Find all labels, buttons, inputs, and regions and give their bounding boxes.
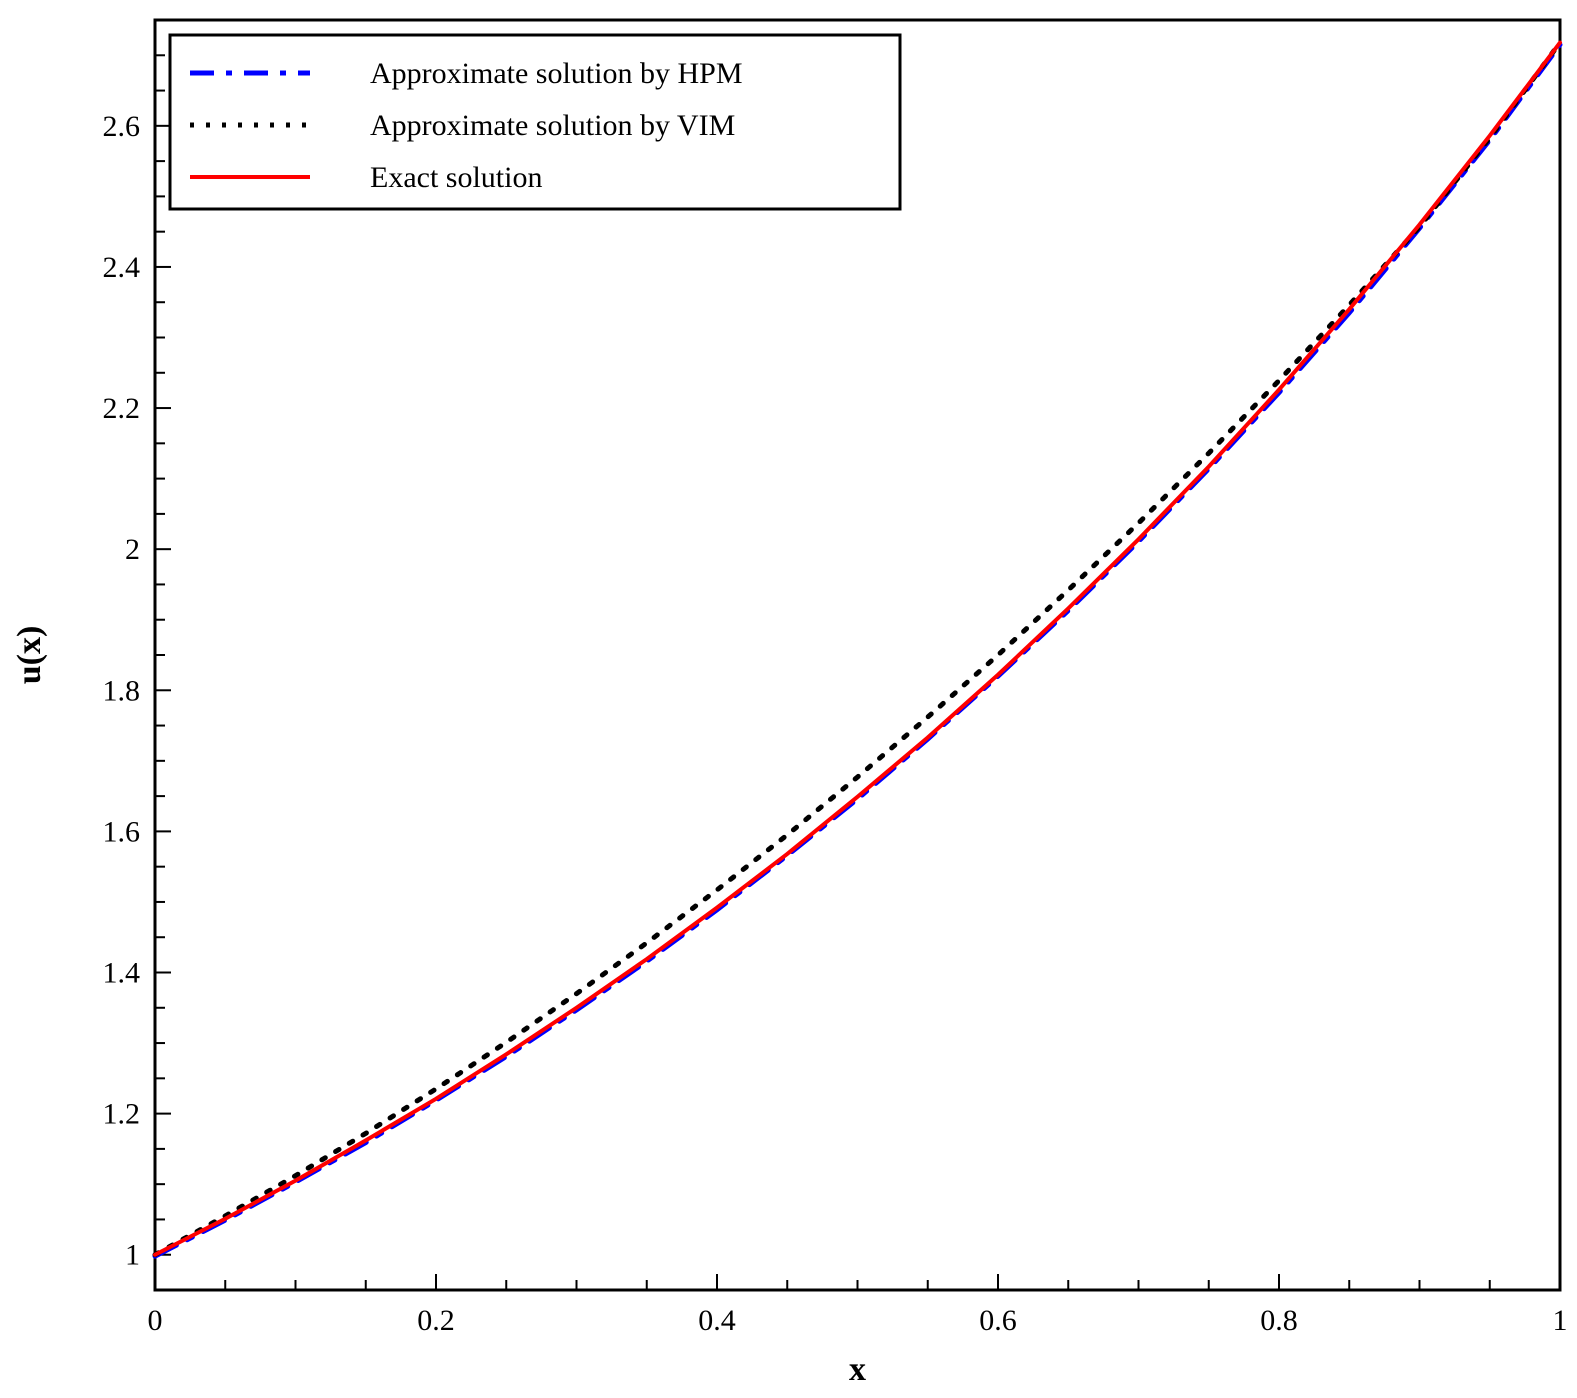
y-tick-label: 1 [125, 1239, 140, 1272]
y-tick-label: 2.2 [103, 392, 141, 425]
y-tick-label: 2.6 [103, 110, 141, 143]
legend-label: Approximate solution by HPM [370, 57, 743, 90]
y-tick-label: 2 [125, 533, 140, 566]
y-tick-label: 2.4 [103, 251, 141, 284]
x-tick-label: 0.2 [417, 1304, 455, 1337]
x-tick-label: 0.8 [1260, 1304, 1298, 1337]
x-tick-label: 1 [1553, 1304, 1568, 1337]
x-axis-label: x [849, 1351, 866, 1388]
line-chart: 0 0.2 0.4 0.6 0.8 1 x 1 1.2 1.4 1.6 1.8 2 2.2 2.4 2.6 u(… [0, 0, 1577, 1398]
y-tick-label: 1.6 [103, 815, 141, 848]
x-tick-label: 0 [148, 1304, 163, 1337]
legend: Approximate solution by HPM Approximate s… [170, 35, 900, 209]
y-axis-label: u(x) [11, 626, 48, 685]
legend-label: Approximate solution by VIM [370, 109, 735, 142]
y-tick-label: 1.4 [103, 957, 141, 990]
y-tick-label: 1.2 [103, 1098, 141, 1131]
x-tick-label: 0.4 [698, 1304, 736, 1337]
y-tick-label: 1.8 [103, 674, 141, 707]
legend-label: Exact solution [370, 161, 542, 194]
x-tick-label: 0.6 [979, 1304, 1017, 1337]
chart-container: 0 0.2 0.4 0.6 0.8 1 x 1 1.2 1.4 1.6 1.8 2 2.2 2.4 2.6 u(… [0, 0, 1577, 1398]
